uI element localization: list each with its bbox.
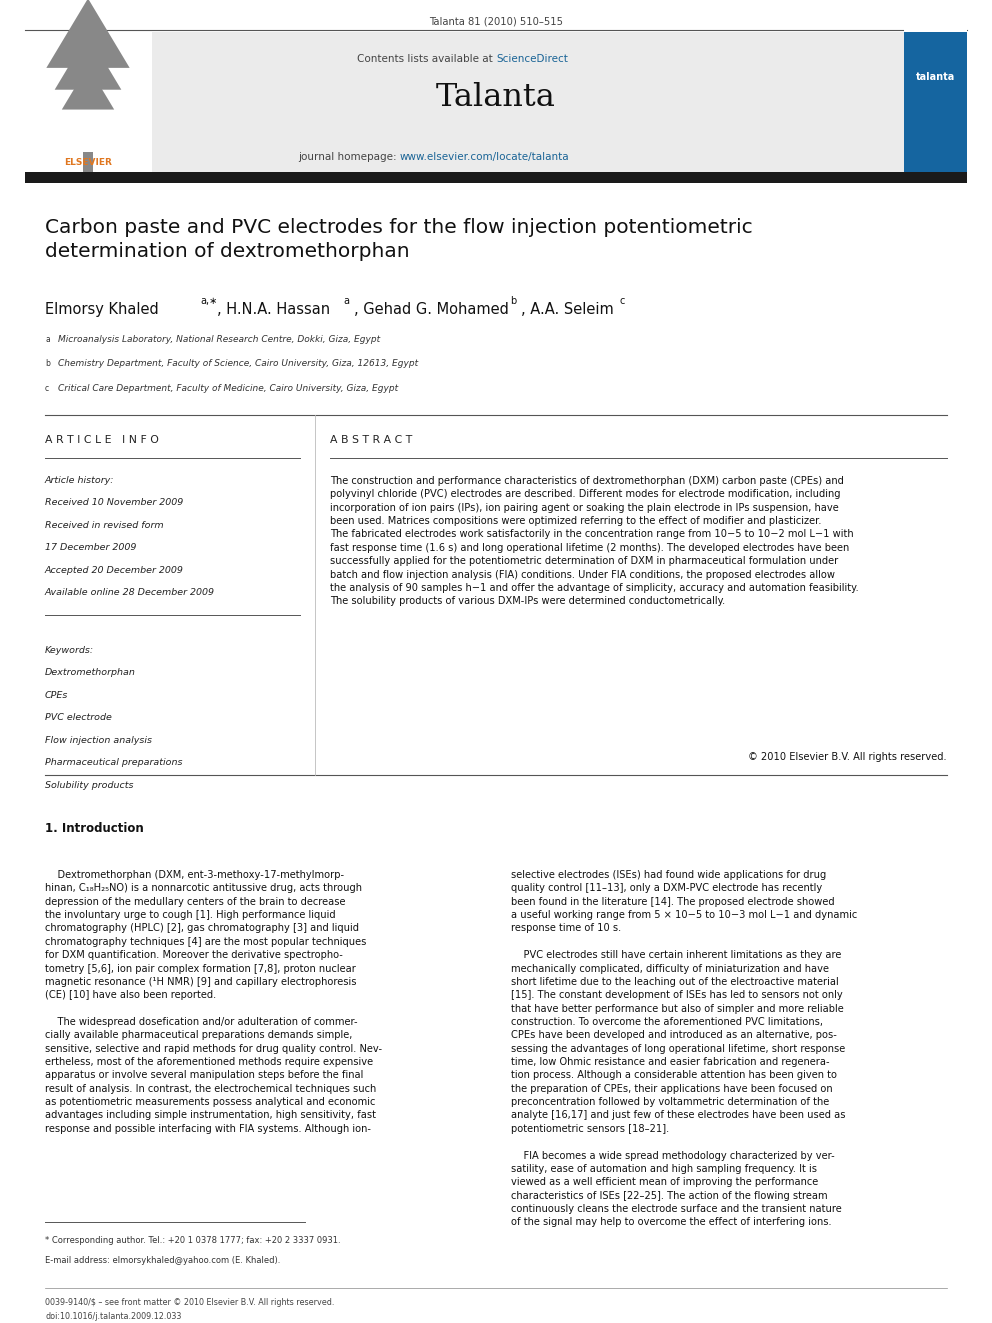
Text: Dextromethorphan: Dextromethorphan — [45, 668, 136, 677]
Text: Chemistry Department, Faculty of Science, Cairo University, Giza, 12613, Egypt: Chemistry Department, Faculty of Science… — [58, 360, 418, 369]
Text: journal homepage:: journal homepage: — [299, 152, 400, 161]
Text: A R T I C L E   I N F O: A R T I C L E I N F O — [45, 435, 159, 445]
Polygon shape — [62, 66, 114, 110]
Text: PVC electrode: PVC electrode — [45, 713, 112, 722]
Bar — [904, 32, 967, 172]
Text: Flow injection analysis: Flow injection analysis — [45, 736, 152, 745]
Polygon shape — [55, 34, 121, 90]
Bar — [25, 172, 967, 183]
Text: talanta: talanta — [916, 71, 955, 82]
Text: www.elsevier.com/locate/talanta: www.elsevier.com/locate/talanta — [400, 152, 569, 161]
Text: Talanta: Talanta — [436, 82, 556, 112]
Text: b: b — [510, 296, 516, 306]
Text: The construction and performance characteristics of dextromethorphan (DXM) carbo: The construction and performance charact… — [330, 476, 859, 606]
Text: Accepted 20 December 2009: Accepted 20 December 2009 — [45, 566, 184, 576]
Text: Microanalysis Laboratory, National Research Centre, Dokki, Giza, Egypt: Microanalysis Laboratory, National Resea… — [58, 335, 380, 344]
Text: A B S T R A C T: A B S T R A C T — [330, 435, 413, 445]
Text: Received in revised form: Received in revised form — [45, 521, 164, 531]
Text: Critical Care Department, Faculty of Medicine, Cairo University, Giza, Egypt: Critical Care Department, Faculty of Med… — [58, 384, 398, 393]
Text: Talanta 81 (2010) 510–515: Talanta 81 (2010) 510–515 — [429, 17, 563, 26]
Text: a: a — [343, 296, 349, 306]
Text: a: a — [45, 335, 50, 344]
Text: doi:10.1016/j.talanta.2009.12.033: doi:10.1016/j.talanta.2009.12.033 — [45, 1312, 182, 1320]
Text: Solubility products: Solubility products — [45, 781, 134, 790]
Text: , Gehad G. Mohamed: , Gehad G. Mohamed — [354, 302, 509, 318]
Text: ELSEVIER: ELSEVIER — [64, 157, 112, 167]
Text: Received 10 November 2009: Received 10 November 2009 — [45, 499, 184, 508]
Text: Carbon paste and PVC electrodes for the flow injection potentiometric
determinat: Carbon paste and PVC electrodes for the … — [45, 218, 753, 261]
Text: Dextromethorphan (DXM, ent-3-methoxy-17-methylmorp-
hinan, C₁₈H₂₅NO) is a nonnar: Dextromethorphan (DXM, ent-3-methoxy-17-… — [45, 871, 382, 1134]
Text: Article history:: Article history: — [45, 476, 114, 486]
Text: Contents lists available at: Contents lists available at — [357, 54, 496, 64]
Bar — [83, 152, 93, 181]
Text: b: b — [45, 360, 50, 369]
Bar — [152, 32, 904, 172]
Text: Available online 28 December 2009: Available online 28 December 2009 — [45, 589, 215, 598]
Text: , H.N.A. Hassan: , H.N.A. Hassan — [217, 302, 330, 318]
Text: 1. Introduction: 1. Introduction — [45, 822, 144, 835]
Text: * Corresponding author. Tel.: +20 1 0378 1777; fax: +20 2 3337 0931.: * Corresponding author. Tel.: +20 1 0378… — [45, 1236, 340, 1245]
Text: E-mail address: elmorsykhaled@yahoo.com (E. Khaled).: E-mail address: elmorsykhaled@yahoo.com … — [45, 1256, 281, 1265]
Bar — [25, 32, 152, 172]
Polygon shape — [47, 0, 130, 67]
Text: Keywords:: Keywords: — [45, 646, 94, 655]
Text: c: c — [45, 384, 50, 393]
Text: 17 December 2009: 17 December 2009 — [45, 544, 136, 553]
Text: a,∗: a,∗ — [200, 296, 217, 306]
Text: selective electrodes (ISEs) had found wide applications for drug
quality control: selective electrodes (ISEs) had found wi… — [511, 871, 857, 1228]
Bar — [904, 7, 967, 32]
Text: © 2010 Elsevier B.V. All rights reserved.: © 2010 Elsevier B.V. All rights reserved… — [748, 751, 947, 762]
Text: ScienceDirect: ScienceDirect — [496, 54, 567, 64]
Text: 0039-9140/$ – see front matter © 2010 Elsevier B.V. All rights reserved.: 0039-9140/$ – see front matter © 2010 El… — [45, 1298, 334, 1307]
Text: Pharmaceutical preparations: Pharmaceutical preparations — [45, 758, 183, 767]
Text: Elmorsy Khaled: Elmorsy Khaled — [45, 302, 159, 318]
Text: CPEs: CPEs — [45, 691, 68, 700]
Text: c: c — [620, 296, 625, 306]
Text: , A.A. Seleim: , A.A. Seleim — [521, 302, 614, 318]
